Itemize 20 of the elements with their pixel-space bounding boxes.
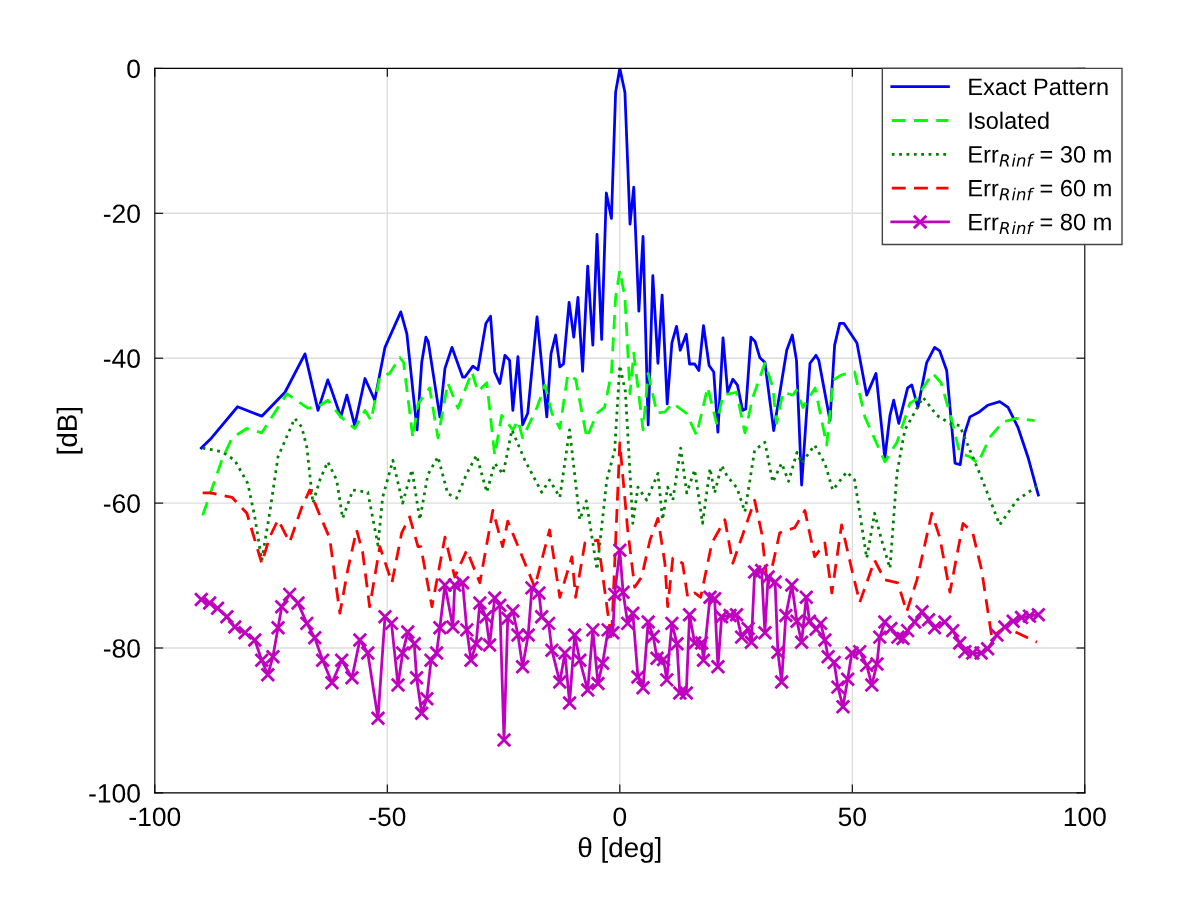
x-tick-label: -100 xyxy=(129,807,181,827)
x-tick-label: -50 xyxy=(369,807,406,827)
y-tick-label: -20 xyxy=(103,204,140,224)
legend-label: Err$_{Rinf}$ = 30 m xyxy=(969,146,1111,167)
y-tick-label: -40 xyxy=(103,349,140,369)
x-tick-label: 100 xyxy=(1064,807,1106,827)
y-axis-title: [dB] xyxy=(56,407,83,454)
x-axis-title: θ [deg] xyxy=(578,836,661,863)
y-tick-label: -60 xyxy=(103,494,140,513)
line-series xyxy=(201,441,1039,644)
legend-label: Err$_{Rinf}$ = 60 m xyxy=(969,179,1111,201)
legend-label: Isolated xyxy=(969,111,1049,129)
legend-label: Err$_{Rinf}$ = 80 m xyxy=(969,213,1111,235)
x-tick-label: 0 xyxy=(613,807,627,827)
legend-label: Exact Pattern xyxy=(969,78,1108,96)
y-tick-label: -100 xyxy=(89,784,140,803)
y-tick-label: 0 xyxy=(127,59,140,79)
line-series xyxy=(201,269,1036,517)
y-tick-label: -80 xyxy=(103,639,140,658)
x-tick-label: 50 xyxy=(838,807,866,827)
